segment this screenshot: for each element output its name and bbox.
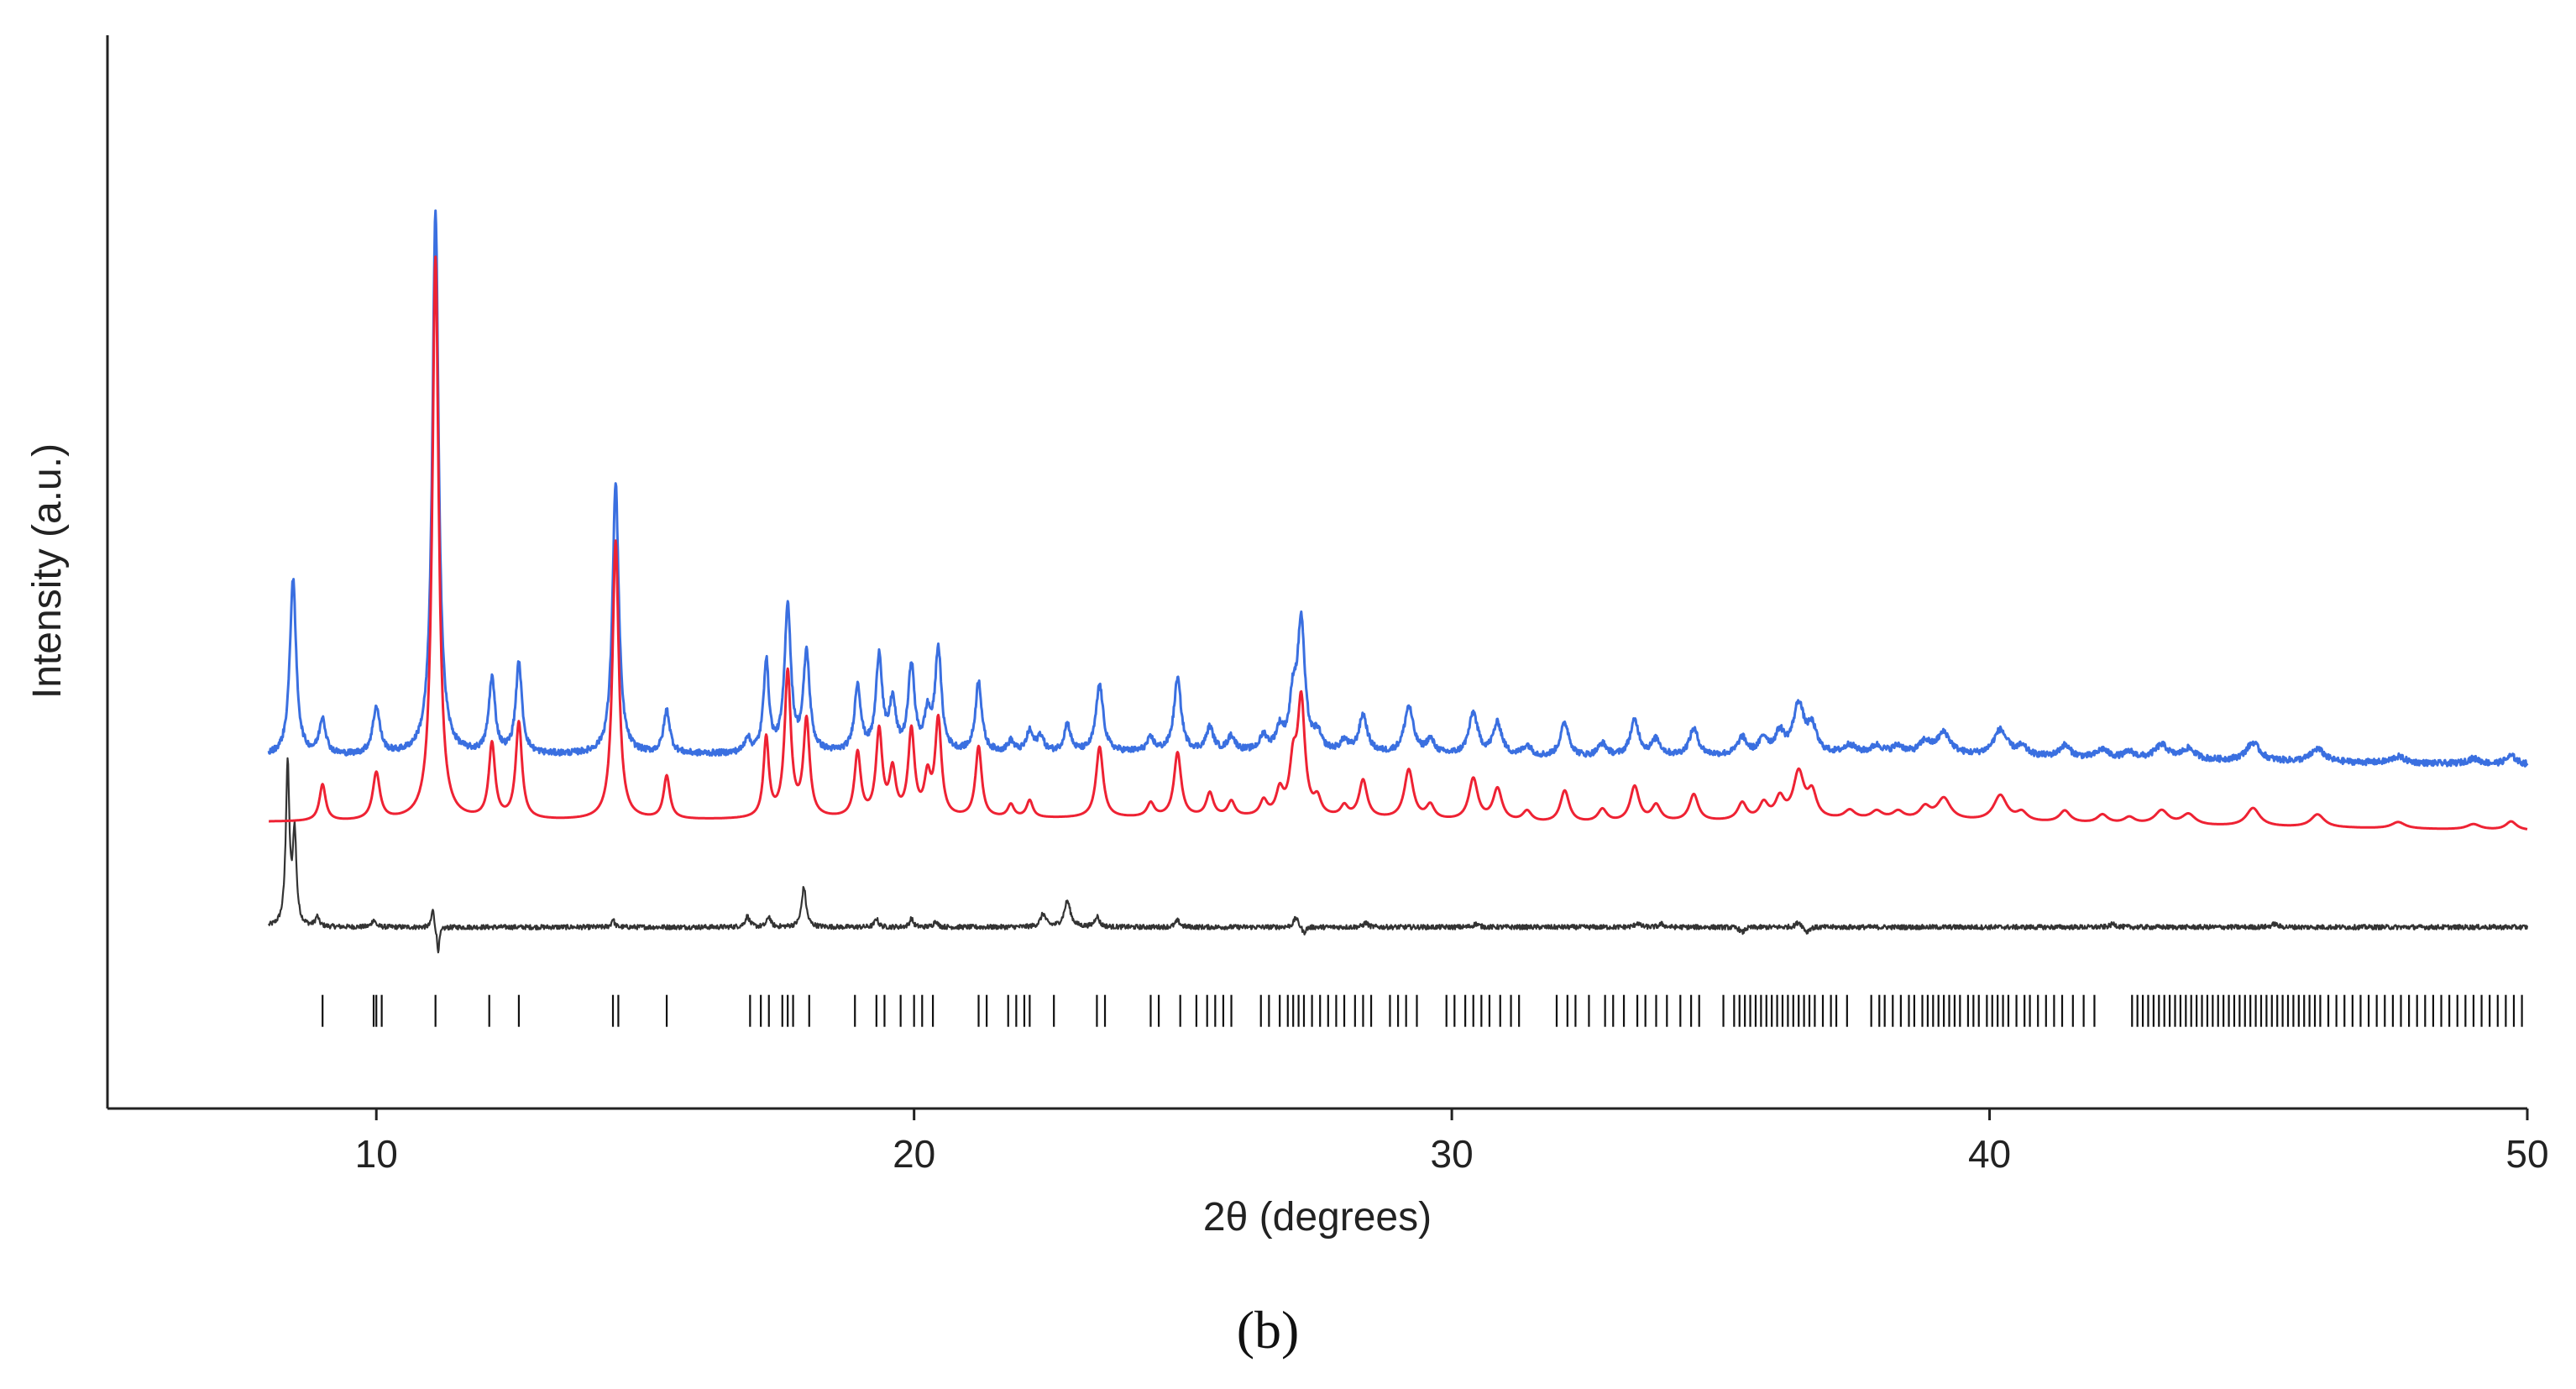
difference-pattern-line	[268, 757, 2529, 954]
reflection-markers	[322, 994, 2523, 1027]
x-tick-label: 10	[355, 1132, 398, 1176]
x-ticks: 10 20 30 40 50	[355, 1109, 2549, 1176]
y-axis-label: Intensity (a.u.)	[25, 443, 70, 699]
x-tick-label: 40	[1968, 1132, 2011, 1176]
series-layer	[267, 209, 2529, 954]
x-axis-label: 2θ (degrees)	[1203, 1195, 1432, 1240]
calculated-pattern-line	[268, 255, 2528, 831]
x-tick-label: 30	[1431, 1132, 1474, 1176]
axes	[106, 35, 2527, 1110]
observed-pattern-line	[267, 209, 2529, 768]
panel-label: (b)	[1237, 1300, 1300, 1360]
x-tick-label: 20	[893, 1132, 935, 1176]
x-tick-label: 50	[2505, 1132, 2548, 1176]
